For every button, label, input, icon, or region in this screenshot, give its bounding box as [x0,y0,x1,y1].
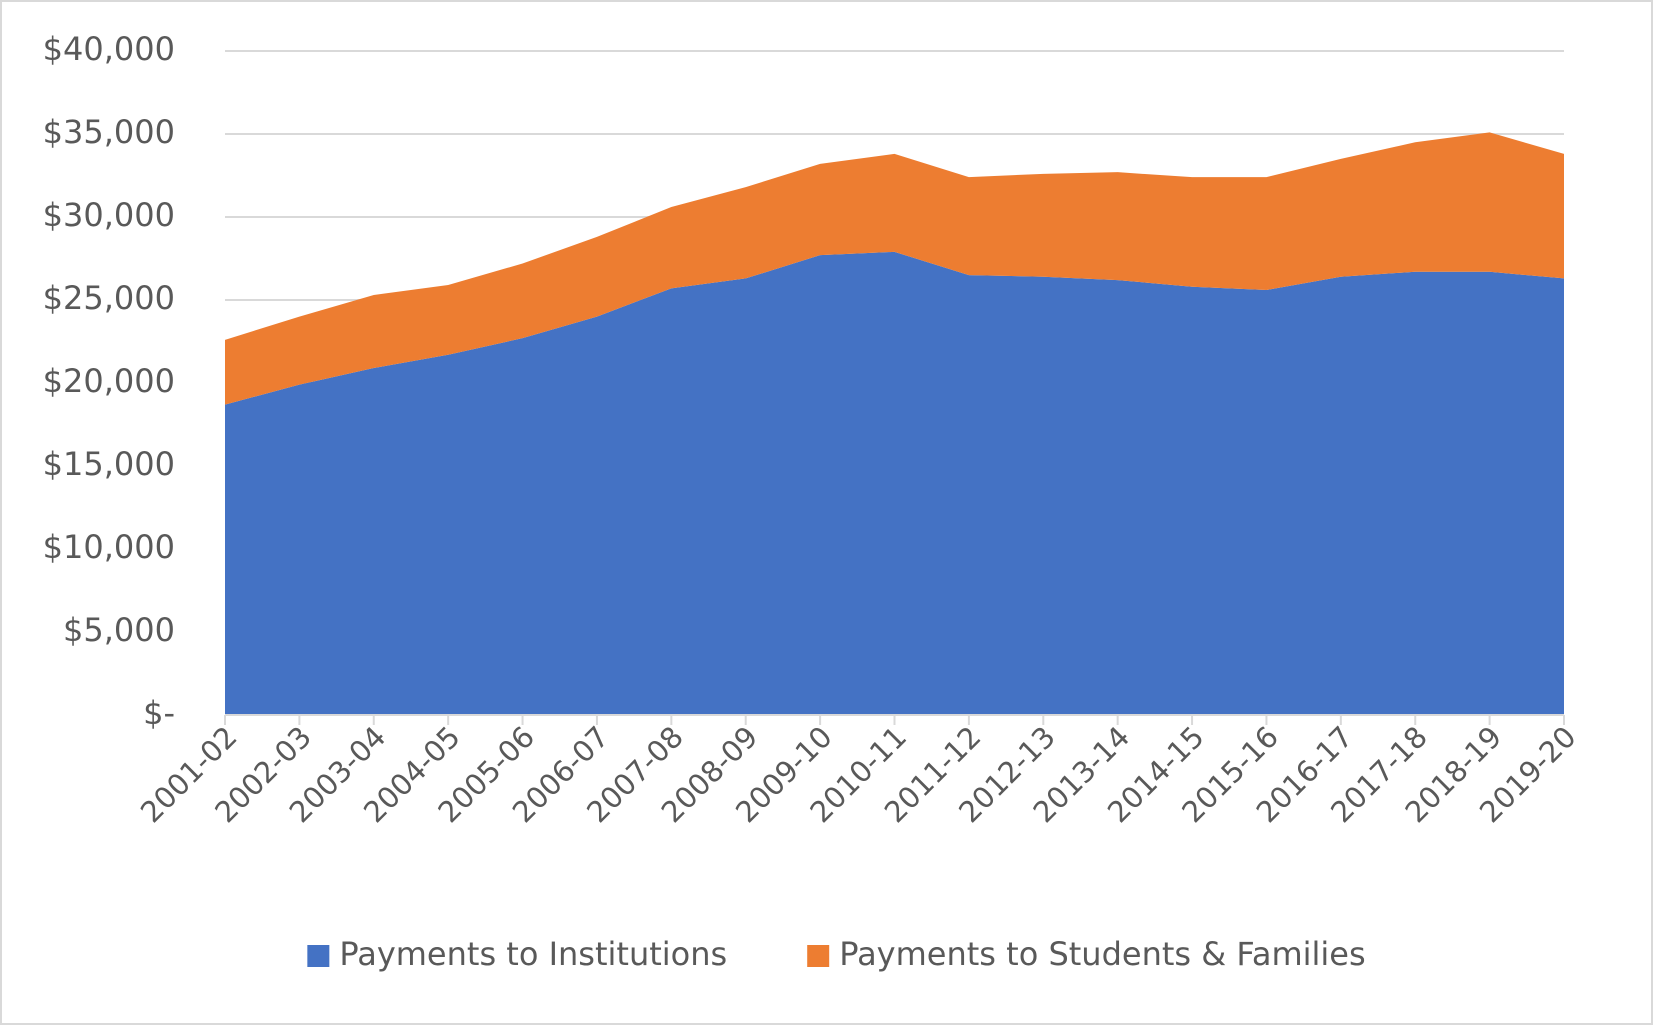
legend-label: Payments to Students & Families [839,935,1365,973]
legend-label: Payments to Institutions [339,935,727,973]
legend: Payments to Institutions Payments to Stud… [307,935,1366,973]
y-tick-label: $5,000 [63,611,175,649]
legend-swatch [307,945,330,967]
area [225,251,1564,716]
y-tick-label: $35,000 [43,113,175,151]
y-tick-label: $30,000 [43,196,175,234]
axes: $- $5,000 $10,000 $15,000 $20,000 $25,000 $30,… [43,30,1583,829]
area [225,132,1564,405]
y-tick-label: $- [143,694,175,732]
y-tick-label: $15,000 [43,445,175,483]
y-tick-label: $20,000 [43,362,175,400]
legend-swatch [807,945,830,967]
y-tick-label: $10,000 [43,528,175,566]
y-tick-label: $25,000 [43,279,175,317]
y-tick-label: $40,000 [43,30,175,68]
areas [225,132,1564,716]
